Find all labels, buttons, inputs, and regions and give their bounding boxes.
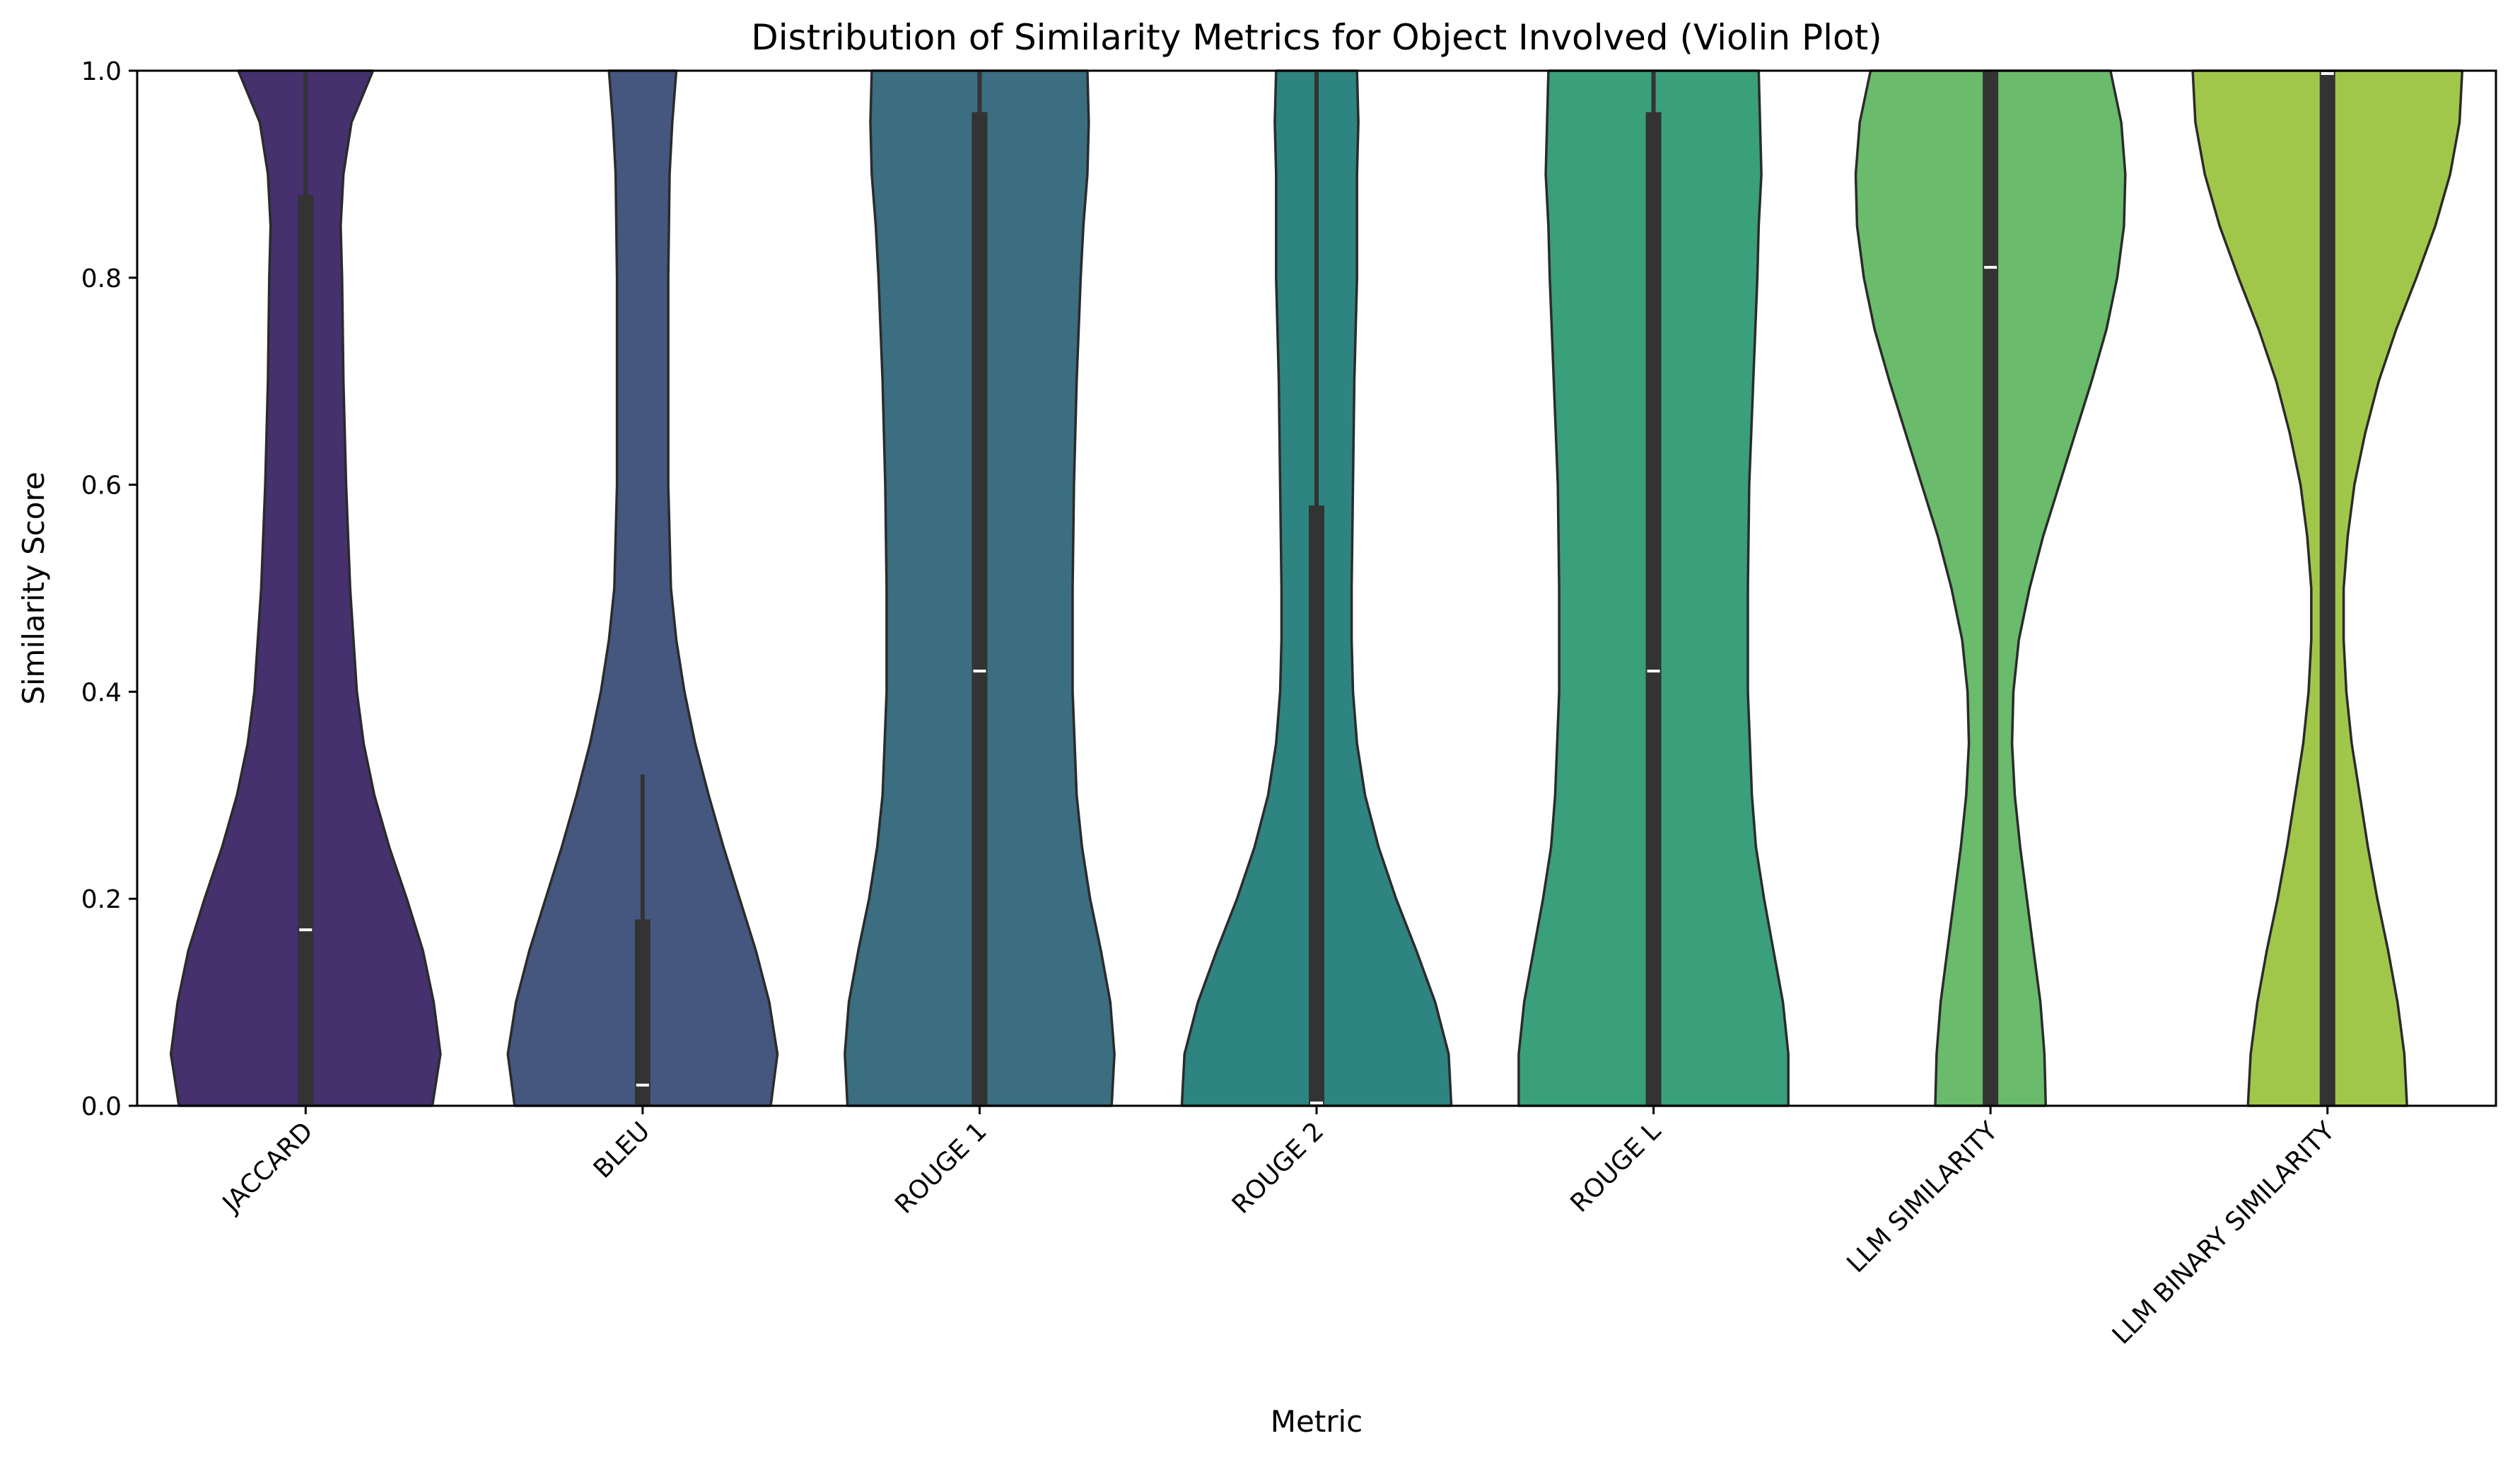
iqr-box-llm-binary-similarity xyxy=(2319,71,2335,1106)
y-tick-label: 0.0 xyxy=(81,1092,122,1121)
x-tick-label-bleu: BLEU xyxy=(588,1116,655,1184)
iqr-box-rouge-1 xyxy=(972,112,988,1106)
iqr-box-bleu xyxy=(634,919,651,1106)
x-tick-label-rouge-1: ROUGE 1 xyxy=(889,1116,992,1219)
x-axis-label: Metric xyxy=(1271,1404,1363,1439)
y-tick-label: 0.2 xyxy=(81,885,122,914)
box-group xyxy=(298,71,2335,1106)
iqr-box-rouge-l xyxy=(1645,112,1662,1106)
x-tick-label-rouge-2: ROUGE 2 xyxy=(1227,1116,1329,1219)
x-tick-label-jaccard: JACCARD xyxy=(216,1116,319,1219)
y-tick-label: 1.0 xyxy=(81,57,122,86)
x-axis: JACCARD BLEU ROUGE 1 ROUGE 2 ROUGE L LLM SIMI… xyxy=(216,1106,2341,1350)
iqr-box-jaccard xyxy=(298,194,314,1106)
y-axis: 0.0 0.2 0.4 0.6 0.8 1.0 xyxy=(81,57,137,1121)
y-axis-label: Similarity Score xyxy=(16,472,51,705)
iqr-box-rouge-2 xyxy=(1309,505,1324,1106)
y-tick-label: 0.8 xyxy=(81,264,122,293)
x-tick-label-rouge-l: ROUGE L xyxy=(1565,1116,1667,1217)
iqr-box-llm-similarity xyxy=(1983,71,1999,1106)
chart-title: Distribution of Similarity Metrics for O… xyxy=(751,17,1882,58)
x-tick-label-llm-binary-similarity: LLM BINARY SIMILARITY xyxy=(2107,1116,2341,1350)
y-tick-label: 0.6 xyxy=(81,472,122,501)
y-tick-label: 0.4 xyxy=(81,678,122,707)
x-tick-label-llm-similarity: LLM SIMILARITY xyxy=(1841,1116,2004,1279)
